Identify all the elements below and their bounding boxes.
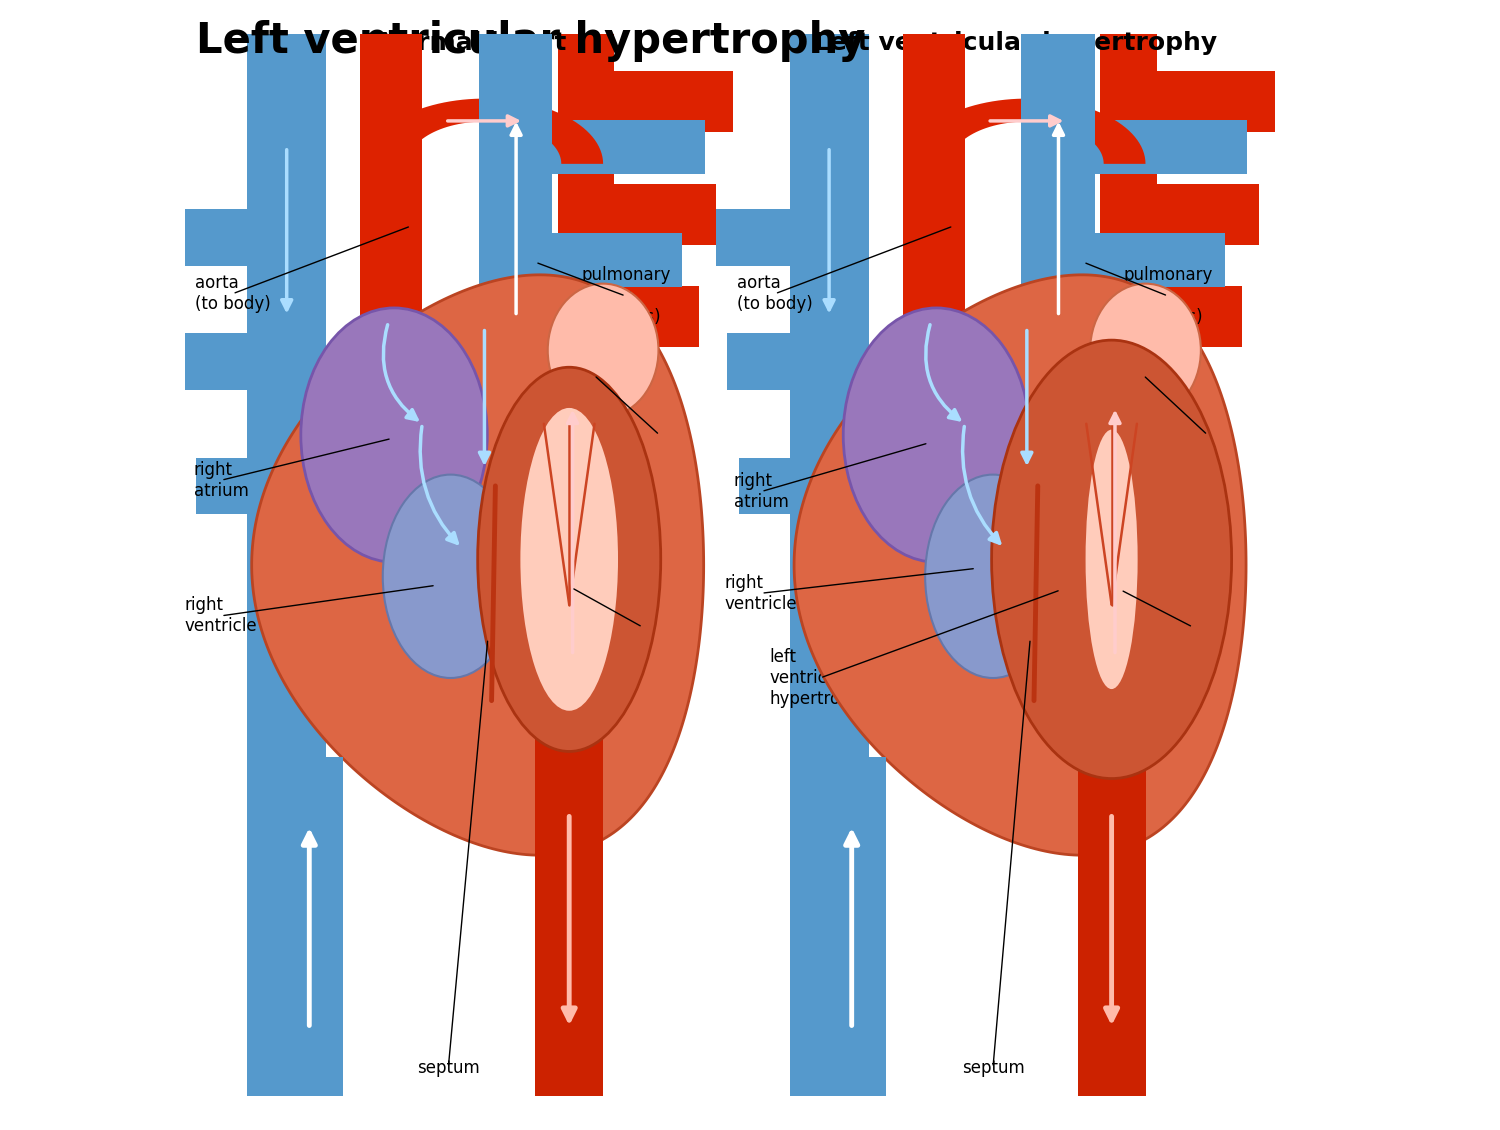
Text: right
atrium: right atrium — [194, 461, 249, 499]
Ellipse shape — [548, 284, 658, 417]
Text: left
atrium: left atrium — [1180, 416, 1234, 454]
Polygon shape — [174, 209, 327, 266]
Polygon shape — [196, 458, 327, 514]
Polygon shape — [478, 34, 552, 395]
Polygon shape — [536, 734, 603, 1096]
Text: pulmonary
artery
(to lungs): pulmonary artery (to lungs) — [1124, 267, 1214, 325]
Polygon shape — [818, 757, 885, 1096]
Polygon shape — [1077, 734, 1146, 1096]
Ellipse shape — [992, 340, 1232, 779]
Polygon shape — [276, 757, 344, 1096]
Text: left
ventricular
hypertrophy: left ventricular hypertrophy — [770, 649, 871, 707]
Polygon shape — [609, 184, 715, 245]
Text: septum: septum — [417, 1059, 480, 1077]
Polygon shape — [1101, 34, 1156, 373]
Ellipse shape — [477, 367, 660, 751]
Text: aorta
(to body): aorta (to body) — [736, 275, 813, 313]
Polygon shape — [794, 275, 1246, 855]
Text: Left ventricular hypertrophy: Left ventricular hypertrophy — [815, 31, 1216, 54]
Polygon shape — [360, 34, 423, 373]
Text: Normal heart: Normal heart — [380, 31, 567, 54]
Polygon shape — [546, 120, 705, 174]
Polygon shape — [1022, 34, 1095, 395]
Polygon shape — [609, 286, 699, 347]
Polygon shape — [1089, 233, 1224, 287]
Ellipse shape — [302, 307, 488, 562]
Polygon shape — [738, 458, 868, 514]
Polygon shape — [728, 333, 868, 390]
Ellipse shape — [926, 475, 1060, 678]
Text: right
ventricle: right ventricle — [724, 574, 798, 612]
Polygon shape — [903, 34, 964, 373]
Ellipse shape — [520, 408, 618, 711]
Text: septum: septum — [962, 1059, 1024, 1077]
Polygon shape — [546, 233, 682, 287]
Polygon shape — [184, 333, 327, 390]
Text: aorta
(to body): aorta (to body) — [195, 275, 270, 313]
Text: right
atrium: right atrium — [734, 472, 789, 511]
Polygon shape — [1089, 120, 1246, 174]
Polygon shape — [248, 34, 327, 1096]
Text: left
ventricle: left ventricle — [606, 608, 680, 646]
Text: pulmonary
artery
(to lungs): pulmonary artery (to lungs) — [580, 267, 670, 325]
Text: Left ventricular hypertrophy: Left ventricular hypertrophy — [196, 20, 865, 62]
Polygon shape — [908, 98, 1146, 164]
Polygon shape — [1150, 184, 1258, 245]
Polygon shape — [252, 275, 703, 855]
Ellipse shape — [1086, 429, 1137, 689]
Polygon shape — [609, 71, 734, 132]
Polygon shape — [1150, 286, 1242, 347]
Polygon shape — [789, 34, 868, 1096]
Ellipse shape — [1090, 284, 1202, 417]
Ellipse shape — [843, 307, 1029, 562]
Text: right
ventricle: right ventricle — [184, 597, 258, 635]
Polygon shape — [558, 34, 615, 373]
Polygon shape — [1150, 71, 1275, 132]
Text: left
ventricle: left ventricle — [1156, 608, 1230, 646]
Polygon shape — [366, 98, 603, 164]
Polygon shape — [716, 209, 868, 266]
Ellipse shape — [382, 475, 519, 678]
Text: left
atrium: left atrium — [632, 416, 687, 454]
